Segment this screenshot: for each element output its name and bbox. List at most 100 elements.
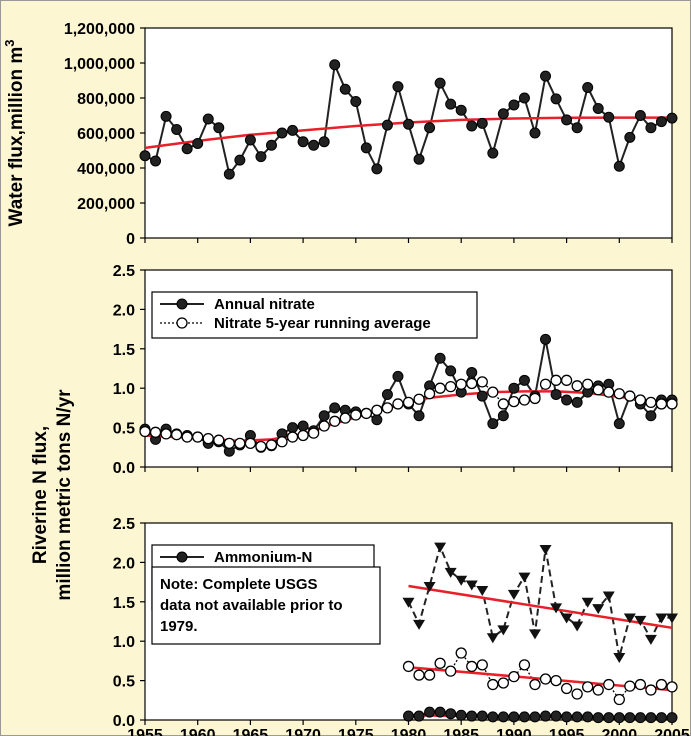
data-point [286, 431, 299, 443]
data-point [603, 111, 615, 123]
data-point [413, 710, 425, 722]
data-point [339, 412, 351, 424]
x-tick-label: 1970 [285, 727, 321, 736]
data-point [392, 370, 404, 382]
data-point [539, 545, 552, 556]
data-point [655, 613, 668, 624]
data-point [497, 711, 509, 723]
y-axis-label-riverine-n-flux: Riverine N flux, [30, 426, 51, 564]
legend: Annual nitrate Nitrate 5-year running ave… [151, 291, 478, 339]
data-point [550, 93, 562, 105]
data-point [592, 604, 605, 615]
data-point [360, 142, 372, 154]
data-point [297, 420, 309, 432]
data-point [518, 711, 530, 723]
data-point [655, 398, 668, 410]
data-point [582, 681, 594, 693]
data-point [550, 710, 562, 722]
data-point [413, 153, 425, 165]
data-point [276, 436, 288, 448]
data-point [223, 168, 235, 180]
data-point [540, 710, 552, 722]
data-point [613, 712, 625, 724]
data-point [550, 374, 562, 386]
data-point [476, 117, 488, 129]
data-point [424, 122, 436, 134]
data-point [645, 410, 657, 422]
data-point [339, 83, 351, 95]
data-point [371, 404, 383, 416]
data-point [434, 657, 446, 669]
data-point [223, 437, 235, 450]
data-point [329, 402, 341, 414]
data-point [381, 119, 393, 131]
data-point [624, 680, 636, 692]
data-point [561, 394, 573, 406]
x-tick-label: 1955 [127, 727, 163, 736]
data-point [455, 575, 468, 586]
legend-label: Ammonium-N [214, 549, 312, 566]
data-point [455, 709, 467, 721]
chart-panel-2: 0.0 0.5 1.0 1.5 2.0 2.5 Annual nitrate Nitrate … [113, 263, 678, 477]
data-point [381, 402, 394, 414]
data-point [529, 711, 541, 723]
data-point [655, 116, 667, 128]
data-point [634, 615, 647, 626]
data-point [276, 127, 288, 139]
data-point [150, 155, 162, 167]
data-point [634, 712, 646, 724]
data-point [561, 711, 573, 723]
data-point [139, 425, 151, 438]
legend-marker [176, 317, 188, 329]
data-point [466, 660, 478, 673]
data-point [434, 77, 446, 89]
data-point [476, 376, 488, 388]
data-point [202, 432, 214, 445]
data-point [466, 377, 478, 390]
y-tick-label: 0.5 [113, 674, 135, 691]
x-tick-label: 1990 [496, 727, 532, 736]
y-tick-label: 2.0 [113, 302, 135, 319]
data-point [508, 395, 520, 408]
data-point [518, 394, 531, 406]
y-tick-label: 2.0 [113, 555, 135, 572]
data-point [360, 407, 372, 420]
data-point [423, 388, 436, 400]
data-point [160, 428, 172, 440]
data-point [255, 440, 267, 453]
data-point [413, 669, 425, 681]
data-point [413, 393, 425, 405]
y-tick-label: 1,200,000 [64, 21, 135, 38]
data-point [171, 124, 183, 135]
data-point [413, 619, 426, 630]
data-point [402, 660, 415, 673]
y-tick-label: 400,000 [77, 161, 135, 178]
data-point [603, 678, 615, 691]
data-point [540, 70, 552, 82]
data-point [265, 439, 278, 451]
x-tick-label: 1980 [391, 727, 427, 736]
x-tick-label: 1995 [549, 727, 585, 736]
data-point [560, 374, 573, 386]
data-point [613, 652, 626, 663]
data-point [424, 706, 436, 718]
data-point [392, 398, 404, 410]
data-point [613, 388, 625, 400]
y-axis-label-riverine-n-flux: million metric tons N/yr [54, 389, 75, 601]
data-point [560, 613, 573, 624]
data-point [255, 151, 267, 163]
data-point [466, 710, 478, 722]
data-point [423, 669, 436, 681]
data-point [202, 113, 214, 125]
data-point [623, 613, 636, 624]
data-point [508, 99, 520, 111]
data-point [402, 597, 415, 608]
data-point [329, 415, 341, 427]
data-point [181, 143, 193, 155]
data-point [455, 647, 467, 659]
data-point [192, 431, 204, 443]
data-point [592, 712, 604, 724]
data-point [634, 394, 647, 406]
chart-panel-3: 0.0 0.5 1.0 1.5 2.0 2.5 1955 1960 1965 1970 1975 19… [113, 516, 690, 736]
